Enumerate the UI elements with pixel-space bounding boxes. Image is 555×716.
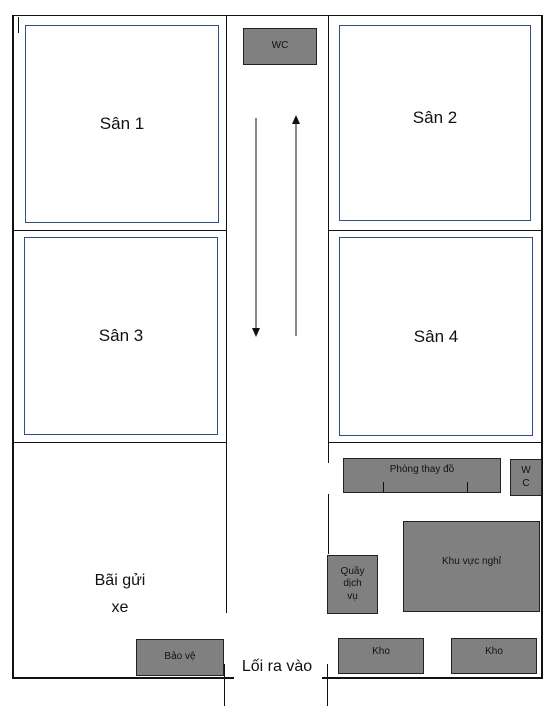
divider-right-mid <box>328 230 542 231</box>
divider-left-low <box>12 442 227 443</box>
entrance-label-text: Lối ra vào <box>241 658 313 675</box>
court-2: Sân 2 <box>339 25 531 221</box>
court-1: Sân 1 <box>25 25 219 223</box>
parking-label: Bãi gửi xe <box>60 567 180 621</box>
parking-label-line2: xe <box>111 599 129 616</box>
corridor-right-wall-upper <box>328 15 329 463</box>
court-1-label: Sân 1 <box>99 114 145 133</box>
service-label-line3: vụ <box>347 590 358 602</box>
changing-room-tick-left <box>383 482 384 492</box>
wc-top-box: WC <box>243 28 317 65</box>
outer-bottom-wall-right <box>322 677 543 679</box>
corridor-left-wall <box>226 15 227 613</box>
court-3-label: Sân 3 <box>98 326 144 345</box>
service-label-line2: dịch <box>343 578 362 590</box>
flow-arrows <box>252 115 300 337</box>
divider-left-mid <box>12 230 227 231</box>
court-4: Sân 4 <box>339 237 533 436</box>
entrance-label: Lối ra vào <box>228 658 326 676</box>
storage-label-1: Kho <box>372 645 390 657</box>
security-label: Bảo vệ <box>164 651 196 663</box>
wc-top-label: WC <box>271 40 289 52</box>
rest-area-box: Khu vực nghỉ <box>403 521 540 612</box>
court-3: Sân 3 <box>24 237 218 435</box>
security-box: Bảo vệ <box>136 639 224 676</box>
service-counter-box: Quầy dịch vụ <box>327 555 378 614</box>
divider-right-low <box>328 442 542 443</box>
changing-room-box: Phòng thay đồ <box>343 458 501 493</box>
court-4-label: Sân 4 <box>413 326 459 346</box>
wc-side-label-line1: W <box>521 465 531 476</box>
entrance-post-right <box>327 664 328 706</box>
changing-room-tick-right <box>467 482 468 492</box>
entrance-post-left <box>224 664 225 706</box>
wc-side-label-line2: C <box>522 477 530 489</box>
storage-box-2: Kho <box>451 638 537 674</box>
arrow-down-head <box>252 328 260 337</box>
service-label-line1: Quầy <box>340 565 365 577</box>
parking-label-line1: Bãi gửi <box>94 572 146 589</box>
wc-side-box: W C <box>510 459 542 496</box>
changing-room-label: Phòng thay đồ <box>389 464 455 475</box>
corner-tick <box>18 17 19 33</box>
outer-right-wall <box>541 15 543 679</box>
outer-left-wall <box>12 15 14 679</box>
arrow-up-head <box>292 115 300 124</box>
corridor-right-wall-lower <box>328 494 329 554</box>
storage-label-2: Kho <box>485 645 503 657</box>
storage-box-1: Kho <box>338 638 424 674</box>
court-2-label: Sân 2 <box>412 108 458 127</box>
outer-top-wall <box>12 15 542 16</box>
outer-bottom-wall-left <box>12 677 234 679</box>
rest-area-label: Khu vực nghỉ <box>442 556 501 568</box>
